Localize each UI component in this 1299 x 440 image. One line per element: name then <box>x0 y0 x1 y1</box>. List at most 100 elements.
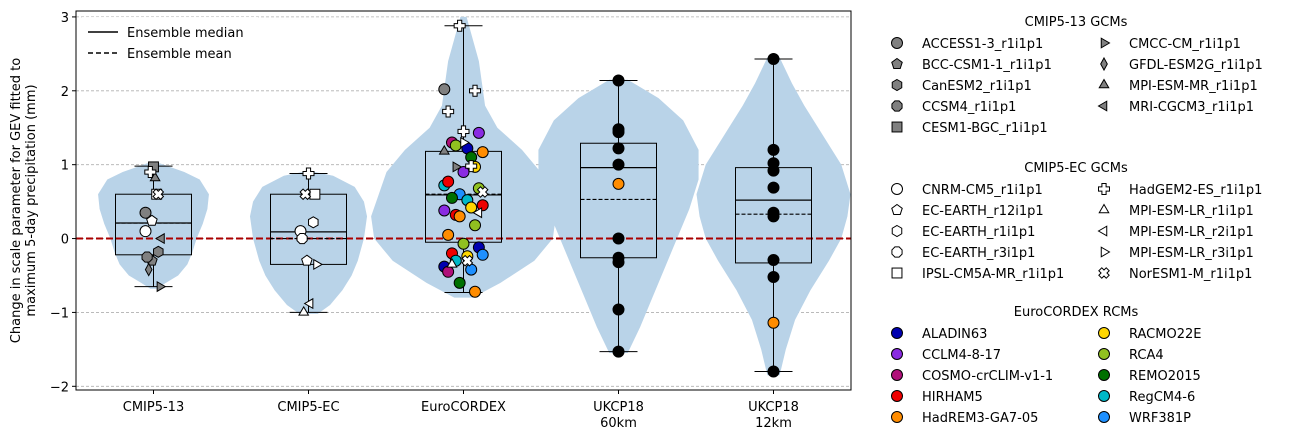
data-point <box>303 297 314 310</box>
legend-title: CMIP5-13 GCMs <box>1025 15 1128 30</box>
violin <box>249 172 368 314</box>
y-axis-label-line: maximum 5-day precipitation (mm) <box>24 84 39 316</box>
legend-entry-label: RegCM4-6 <box>1129 390 1195 405</box>
data-point <box>309 188 321 200</box>
data-point <box>476 186 489 198</box>
legend-entry-label: CCSM4_r1i1p1 <box>922 100 1016 115</box>
violin <box>538 79 699 354</box>
y-tick-label: 3 <box>61 11 69 26</box>
legend-marker <box>1098 203 1110 214</box>
x-tick-label: CMIP5-13 <box>123 400 184 415</box>
data-point <box>155 232 165 245</box>
x-tick-label: UKCP18 <box>748 400 799 415</box>
legend-marker <box>1098 327 1110 339</box>
legend-entry-label: HadGEM2-ES_r1i1p1 <box>1129 183 1262 198</box>
legend-entry-label: CNRM-CM5_r1i1p1 <box>922 183 1043 198</box>
legend-entry-label: GFDL-ESM2G_r1i1p1 <box>1129 58 1263 73</box>
data-point <box>442 105 455 118</box>
legend-entry-label: MPI-ESM-LR_r3i1p1 <box>1129 246 1254 261</box>
data-point <box>457 237 470 250</box>
legend-entry-label: ACCESS1-3_r1i1p1 <box>922 37 1043 52</box>
data-point <box>469 285 482 298</box>
data-point <box>449 139 462 152</box>
data-point <box>296 232 308 245</box>
data-point <box>465 263 478 276</box>
data-point <box>452 161 463 173</box>
legend-entry-label: EC-EARTH_r3i1p1 <box>922 246 1035 261</box>
legend-title: CMIP5-EC GCMs <box>1024 161 1128 176</box>
legend-entry-label: CMCC-CM_r1i1p1 <box>1129 37 1241 52</box>
data-point <box>301 254 313 266</box>
legend-marker <box>1097 100 1108 112</box>
data-point <box>612 345 625 358</box>
legend-marker <box>1098 390 1110 402</box>
y-tick-label: 1 <box>61 159 69 174</box>
legend-entry-label: CESM1-BGC_r1i1p1 <box>922 121 1048 136</box>
legend-entry-label: IPSL-CM5A-MR_r1i1p1 <box>922 267 1064 282</box>
legend-marker <box>891 203 903 215</box>
legend-marker <box>891 78 903 92</box>
legend-marker <box>1100 56 1108 72</box>
data-point <box>460 136 470 149</box>
data-point <box>612 158 625 171</box>
data-point <box>442 175 455 188</box>
y-axis-label-line: Change in scale parameter for GEV fitted… <box>9 58 24 343</box>
legend-entry-label: CCLM4-8-17 <box>922 348 1001 363</box>
legend-entry-label: COSMO-crCLIM-v1-1 <box>922 369 1053 384</box>
data-point <box>457 125 470 138</box>
legend-line-label: Ensemble median <box>127 26 244 41</box>
legend-entry-label: MRI-CGCM3_r1i1p1 <box>1129 100 1254 115</box>
y-tick-label: −1 <box>50 306 69 321</box>
y-tick-label: 0 <box>61 233 69 248</box>
legend-marker <box>891 183 903 195</box>
data-point <box>465 201 478 214</box>
legend-entry-label: ALADIN63 <box>922 327 987 342</box>
legend-marker <box>891 246 903 258</box>
data-point <box>152 188 165 201</box>
data-point <box>445 191 458 204</box>
data-point <box>612 177 625 190</box>
data-point <box>144 262 153 277</box>
data-point <box>442 228 455 241</box>
data-point <box>612 232 625 245</box>
data-point <box>153 245 164 258</box>
data-point <box>438 204 451 217</box>
legend-panel: CMIP5-13 GCMs ACCESS1-3_r1i1p1 CMCC-CM_r1i… <box>891 15 1263 426</box>
legend-group: CMIP5-13 GCMs ACCESS1-3_r1i1p1 CMCC-CM_r1i… <box>891 15 1263 136</box>
x-tick-label-line2: 60km <box>600 416 637 431</box>
data-point <box>767 270 780 283</box>
data-point <box>141 251 153 263</box>
data-point <box>767 53 780 66</box>
legend-marker <box>891 390 903 402</box>
legend-entry-label: EC-EARTH_r1i1p1 <box>922 225 1035 240</box>
data-point <box>472 126 485 139</box>
legend-entry-label: MPI-ESM-LR_r1i1p1 <box>1129 204 1254 219</box>
legend-marker <box>891 100 903 112</box>
legend-marker <box>891 37 903 49</box>
legend-marker <box>1098 267 1110 279</box>
data-point <box>612 303 625 316</box>
legend-marker <box>1098 183 1110 195</box>
data-point <box>438 144 450 155</box>
data-point <box>453 210 466 223</box>
data-point <box>438 83 451 96</box>
data-point <box>767 365 780 378</box>
y-tick-label: −2 <box>50 380 69 395</box>
data-point <box>299 188 312 201</box>
data-point <box>767 164 780 177</box>
x-tick-label: CMIP5-EC <box>277 400 339 415</box>
data-point <box>767 316 780 329</box>
legend-marker <box>1098 348 1110 360</box>
legend-group: CMIP5-EC GCMs CNRM-CM5_r1i1p1 HadGEM2-ES_r… <box>891 161 1262 282</box>
plot-area: −2 −1 0 1 2 3 CMIP5-13 CMIP5-EC EuroCORDEX UKCP18… <box>9 10 852 431</box>
line-legend-frame <box>82 17 258 65</box>
legend-title: EuroCORDEX RCMs <box>1014 305 1139 320</box>
legend-entry-label: REMO2015 <box>1129 369 1201 384</box>
data-point <box>313 258 323 271</box>
data-point <box>472 207 483 219</box>
legend-entry-label: HadREM3-GA7-05 <box>922 411 1038 426</box>
x-tick-label: UKCP18 <box>593 400 644 415</box>
legend-marker <box>891 348 903 360</box>
y-tick-label: 2 <box>61 85 69 100</box>
legend-entry-label: MPI-ESM-MR_r1i1p1 <box>1129 79 1258 94</box>
